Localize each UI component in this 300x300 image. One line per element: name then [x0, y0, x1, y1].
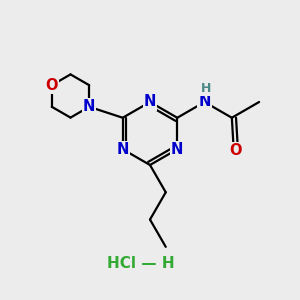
- Text: HCl — H: HCl — H: [107, 256, 175, 272]
- Text: N: N: [198, 94, 211, 110]
- Text: O: O: [229, 143, 242, 158]
- Text: H: H: [201, 82, 211, 95]
- Text: N: N: [116, 142, 129, 157]
- Text: N: N: [171, 142, 184, 157]
- Text: O: O: [46, 78, 58, 93]
- Text: N: N: [83, 99, 95, 114]
- Text: N: N: [144, 94, 156, 110]
